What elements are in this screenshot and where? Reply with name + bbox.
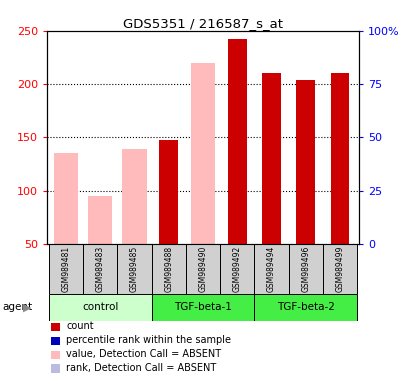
Bar xyxy=(83,244,117,294)
Bar xyxy=(220,244,254,294)
Bar xyxy=(151,294,254,321)
Bar xyxy=(288,244,322,294)
Text: count: count xyxy=(66,321,94,331)
Text: GSM989494: GSM989494 xyxy=(266,246,275,292)
Text: value, Detection Call = ABSENT: value, Detection Call = ABSENT xyxy=(66,349,221,359)
Bar xyxy=(88,196,112,244)
Bar xyxy=(330,73,348,244)
Bar xyxy=(49,294,151,321)
Bar xyxy=(261,73,280,244)
Bar xyxy=(296,80,315,244)
Bar xyxy=(227,39,246,244)
Bar xyxy=(190,63,215,244)
Text: GSM989485: GSM989485 xyxy=(130,246,139,292)
Text: GSM989490: GSM989490 xyxy=(198,246,207,292)
Bar xyxy=(151,244,185,294)
Text: GSM989499: GSM989499 xyxy=(335,246,344,292)
Text: agent: agent xyxy=(2,302,32,312)
Bar xyxy=(159,141,178,244)
Bar xyxy=(49,244,83,294)
Bar xyxy=(254,294,356,321)
Text: GSM989492: GSM989492 xyxy=(232,246,241,292)
Text: GSM989481: GSM989481 xyxy=(61,246,70,292)
Bar xyxy=(122,149,146,244)
Bar xyxy=(185,244,220,294)
Text: ▶: ▶ xyxy=(23,302,32,312)
Text: GSM989496: GSM989496 xyxy=(301,246,310,292)
Text: GSM989488: GSM989488 xyxy=(164,246,173,292)
Bar xyxy=(54,153,78,244)
Title: GDS5351 / 216587_s_at: GDS5351 / 216587_s_at xyxy=(123,17,282,30)
Text: rank, Detection Call = ABSENT: rank, Detection Call = ABSENT xyxy=(66,363,216,373)
Text: percentile rank within the sample: percentile rank within the sample xyxy=(66,335,231,345)
Bar xyxy=(322,244,356,294)
Bar xyxy=(254,244,288,294)
Text: TGF-beta-1: TGF-beta-1 xyxy=(173,302,231,312)
Text: GSM989483: GSM989483 xyxy=(95,246,104,292)
Bar xyxy=(117,244,151,294)
Text: TGF-beta-2: TGF-beta-2 xyxy=(276,302,334,312)
Text: control: control xyxy=(82,302,118,312)
